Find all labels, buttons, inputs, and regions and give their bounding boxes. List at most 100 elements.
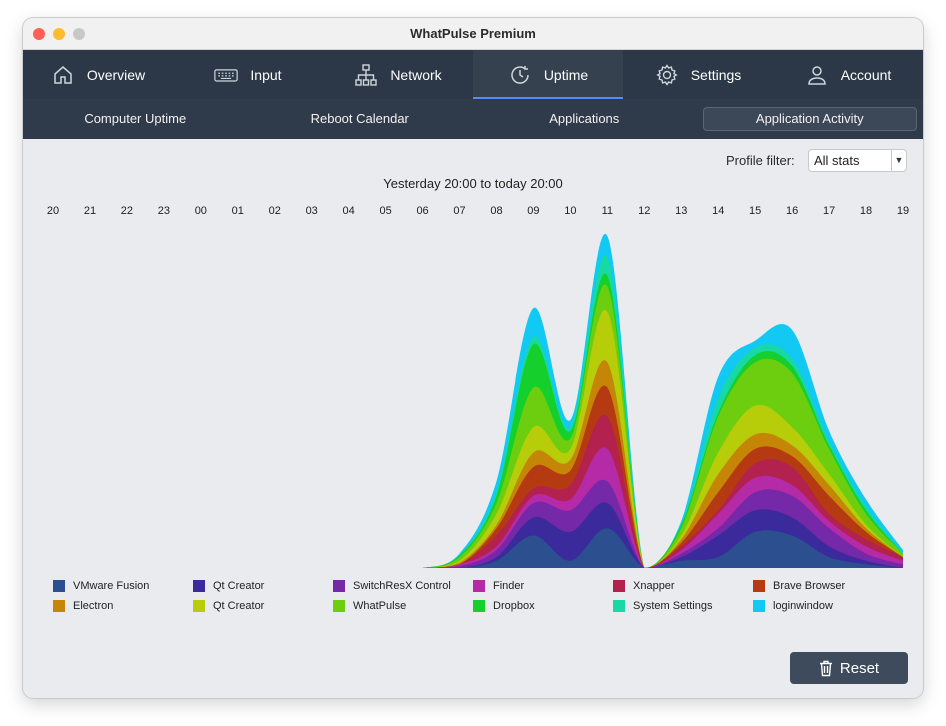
legend-item: System Settings: [613, 599, 753, 612]
legend-label: loginwindow: [773, 599, 833, 612]
x-tick-label: 23: [158, 205, 170, 217]
keyboard-icon: [214, 68, 239, 82]
subtab-computer-uptime[interactable]: Computer Uptime: [84, 111, 187, 126]
legend-swatch: [333, 579, 345, 592]
legend-item: Qt Creator: [193, 599, 333, 612]
x-tick-label: 00: [195, 205, 207, 217]
nav-settings-label: Settings: [690, 66, 742, 83]
title-bar: WhatPulse Premium: [23, 18, 923, 50]
legend-swatch: [753, 579, 765, 592]
legend-item: WhatPulse: [333, 599, 473, 612]
nav-input-label: Input: [250, 66, 282, 83]
user-icon: [807, 65, 826, 85]
x-tick-label: 06: [416, 205, 428, 217]
legend-swatch: [193, 579, 205, 592]
legend-item: Xnapper: [613, 579, 753, 592]
legend-label: Qt Creator: [213, 579, 265, 592]
legend-swatch: [193, 599, 205, 612]
reset-button[interactable]: Reset: [790, 652, 908, 684]
subtab-application-activity[interactable]: Application Activity: [702, 107, 917, 131]
legend-label: VMware Fusion: [73, 579, 150, 592]
x-tick-label: 14: [712, 205, 724, 217]
profile-filter-select[interactable]: All stats ▼: [808, 149, 907, 172]
legend-label: Brave Browser: [773, 579, 846, 592]
nav-settings[interactable]: Settings: [623, 50, 773, 99]
legend-label: WhatPulse: [353, 599, 407, 612]
x-tick-label: 08: [490, 205, 502, 217]
legend-swatch: [753, 599, 765, 612]
x-tick-label: 09: [527, 205, 539, 217]
x-tick-label: 21: [84, 205, 96, 217]
nav-uptime[interactable]: Uptime: [473, 50, 623, 99]
chevron-down-icon: ▼: [891, 150, 906, 171]
x-tick-label: 16: [786, 205, 798, 217]
x-tick-label: 20: [47, 205, 59, 217]
x-tick-label: 18: [860, 205, 872, 217]
x-tick-label: 13: [675, 205, 687, 217]
x-tick-label: 22: [121, 205, 133, 217]
activity-chart: 20 21 22 23 00 01 02 03 04 05 06 07 08 09 10 11 12 13 14 15…: [47, 205, 909, 568]
reset-button-label: Reset: [839, 659, 880, 677]
x-tick-label: 12: [638, 205, 650, 217]
clock-icon: [511, 65, 529, 84]
nav-account[interactable]: Account: [773, 50, 923, 99]
legend-swatch: [53, 599, 65, 612]
legend-label: System Settings: [633, 599, 713, 612]
legend-swatch: [333, 599, 345, 612]
zoom-window-button[interactable]: [73, 28, 85, 40]
chart-range-title: Yesterday 20:00 to today 20:00: [383, 176, 563, 191]
legend-swatch: [53, 579, 65, 592]
main-nav: Overview Input Network Uptime Settings A…: [23, 50, 923, 99]
x-tick-label: 10: [564, 205, 576, 217]
legend-label: Qt Creator: [213, 599, 265, 612]
nav-input[interactable]: Input: [173, 50, 323, 99]
legend-label: Dropbox: [493, 599, 535, 612]
x-tick-label: 17: [823, 205, 835, 217]
legend-item: loginwindow: [753, 599, 893, 612]
sub-nav: Computer Uptime Reboot Calendar Applicat…: [23, 99, 923, 139]
legend-item: Finder: [473, 579, 613, 592]
legend-swatch: [473, 579, 485, 592]
nav-network[interactable]: Network: [323, 50, 473, 99]
x-tick-label: 04: [343, 205, 355, 217]
legend-item: SwitchResX Control: [333, 579, 473, 592]
profile-filter-label: Profile filter:: [726, 153, 795, 168]
x-tick-label: 19: [897, 205, 909, 217]
legend-item: Qt Creator: [193, 579, 333, 592]
nav-account-label: Account: [840, 66, 892, 83]
window-title: WhatPulse Premium: [410, 26, 536, 41]
x-tick-label: 03: [306, 205, 318, 217]
x-tick-label: 02: [269, 205, 281, 217]
nav-network-label: Network: [390, 66, 442, 83]
legend-label: SwitchResX Control: [353, 579, 451, 592]
legend-swatch: [473, 599, 485, 612]
network-icon: [355, 63, 378, 86]
x-tick-label: 11: [602, 205, 613, 217]
legend-item: VMware Fusion: [53, 579, 193, 592]
x-tick-label: 15: [749, 205, 761, 217]
subtab-applications[interactable]: Applications: [549, 111, 620, 126]
x-tick-label: 01: [232, 205, 244, 217]
legend-swatch: [613, 579, 625, 592]
nav-uptime-label: Uptime: [543, 66, 589, 83]
nav-overview[interactable]: Overview: [23, 50, 173, 99]
subtab-reboot-calendar[interactable]: Reboot Calendar: [310, 111, 409, 126]
app-window: WhatPulse Premium Overview Input Network…: [23, 18, 923, 698]
legend-label: Electron: [73, 599, 114, 612]
series-area: [53, 528, 903, 568]
home-icon: [54, 65, 72, 84]
minimize-window-button[interactable]: [53, 28, 65, 40]
x-tick-label: 07: [453, 205, 465, 217]
gear-icon: [655, 63, 678, 86]
legend-swatch: [613, 599, 625, 612]
close-window-button[interactable]: [33, 28, 45, 40]
nav-overview-label: Overview: [86, 66, 146, 83]
trash-icon: [819, 660, 832, 676]
legend-item: Dropbox: [473, 599, 613, 612]
profile-filter-value: All stats: [814, 153, 860, 168]
chart-legend: VMware Fusion Qt Creator SwitchResX Contro…: [53, 579, 913, 612]
legend-item: Electron: [53, 599, 193, 612]
legend-label: Finder: [493, 579, 525, 592]
x-tick-label: 05: [379, 205, 391, 217]
legend-label: Xnapper: [633, 579, 675, 592]
